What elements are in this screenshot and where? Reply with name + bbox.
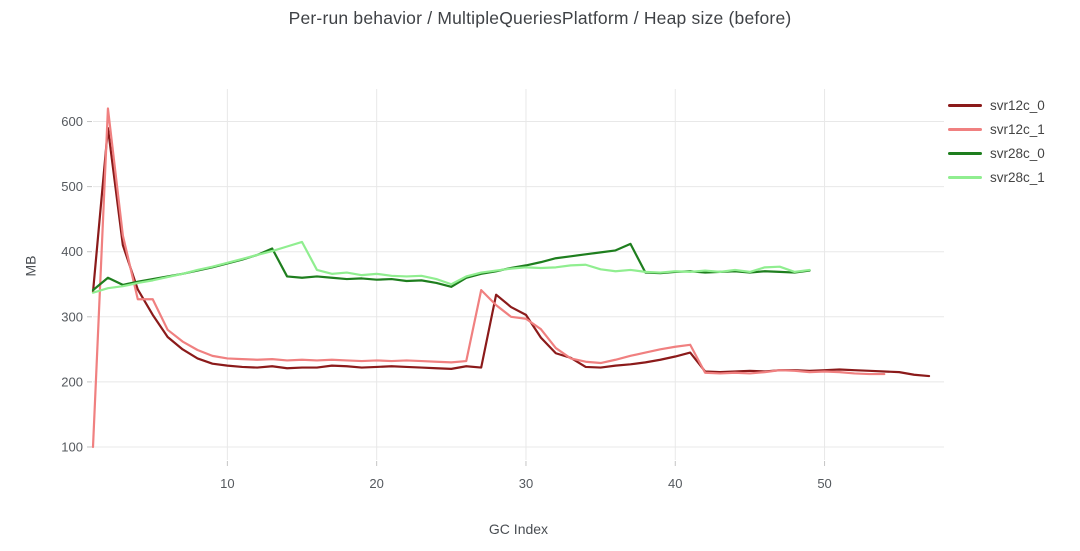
legend-item-svr28c_1[interactable]: svr28c_1 [948, 165, 1045, 189]
y-tick-label: 400 [61, 244, 83, 259]
y-axis-label: MB [22, 255, 39, 277]
x-tick-label: 20 [369, 476, 383, 491]
x-tick-label: 30 [519, 476, 533, 491]
series-line-svr12c_1[interactable] [91, 107, 886, 449]
legend-label: svr28c_1 [990, 169, 1045, 185]
legend: svr12c_0 svr12c_1 svr28c_0 svr28c_1 [948, 93, 1045, 189]
legend-swatch-svr28c_0 [948, 151, 982, 155]
legend-item-svr12c_1[interactable]: svr12c_1 [948, 117, 1045, 141]
legend-item-svr28c_0[interactable]: svr28c_0 [948, 141, 1045, 165]
y-tick-label: 500 [61, 179, 83, 194]
y-tick-label: 200 [61, 374, 83, 389]
legend-label: svr12c_1 [990, 121, 1045, 137]
y-tick-label: 300 [61, 309, 83, 324]
legend-swatch-svr28c_1 [948, 175, 982, 179]
chart-title: Per-run behavior / MultipleQueriesPlatfo… [288, 8, 792, 28]
legend-label: svr12c_0 [990, 97, 1045, 113]
legend-label: svr28c_0 [990, 145, 1045, 161]
y-tick-label: 100 [61, 439, 83, 454]
series-line-svr28c_1[interactable] [91, 240, 811, 294]
x-tick-label: 40 [668, 476, 682, 491]
legend-swatch-svr12c_0 [948, 103, 982, 107]
legend-swatch-svr12c_1 [948, 127, 982, 131]
y-tick-label: 600 [61, 114, 83, 129]
legend-item-svr12c_0[interactable]: svr12c_0 [948, 93, 1045, 117]
x-axis-label: GC Index [488, 521, 549, 537]
x-tick-label: 50 [817, 476, 831, 491]
x-tick-label: 10 [220, 476, 234, 491]
